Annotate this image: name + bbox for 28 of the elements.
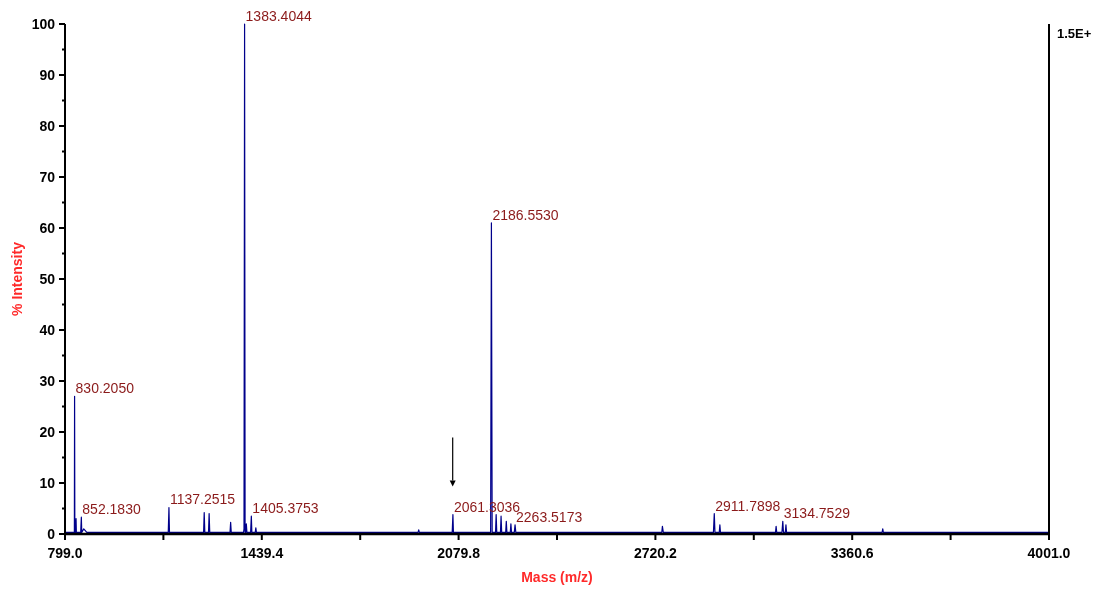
- y-tick-label: 30: [39, 372, 56, 389]
- annotation: 1383.4044: [245, 8, 312, 24]
- x-axis-title: Mass (m/z): [521, 569, 593, 585]
- annotation: 1137.2515: [169, 491, 236, 508]
- y-tick-label: 0: [47, 525, 56, 542]
- x-tick-label: 1439.4: [240, 545, 284, 561]
- y-tick-label: 70: [39, 168, 56, 185]
- y-axis-title: % Intensity: [9, 241, 25, 316]
- annotation: 830.2050: [75, 380, 135, 397]
- x-tick-label: 2079.8: [437, 545, 481, 561]
- y-tick-label: 80: [39, 117, 56, 134]
- y-tick-label: 10: [39, 474, 56, 491]
- y-tick-label: 100: [31, 15, 56, 32]
- annotation: 852.1830: [82, 501, 141, 518]
- annotation: 2186.5530: [492, 206, 559, 223]
- x-tick-label: 3360.6: [830, 545, 874, 561]
- y-tick-label: 90: [39, 66, 56, 83]
- y-tick-label: 20: [39, 423, 56, 440]
- annotation: 1405.3753: [252, 500, 319, 517]
- y-tick-label: 40: [39, 321, 56, 338]
- text: 1.5E+: [1057, 26, 1092, 41]
- x-tick-label: 2720.2: [633, 545, 678, 561]
- annotation: 2911.7898: [715, 497, 781, 514]
- y-tick-label: 60: [39, 219, 56, 236]
- x-tick-label: 799.0: [47, 545, 83, 561]
- x-tick-label: 4001.0: [1027, 545, 1071, 561]
- y-tick-label: 50: [39, 270, 56, 287]
- annotation: 3134.7529: [783, 505, 851, 522]
